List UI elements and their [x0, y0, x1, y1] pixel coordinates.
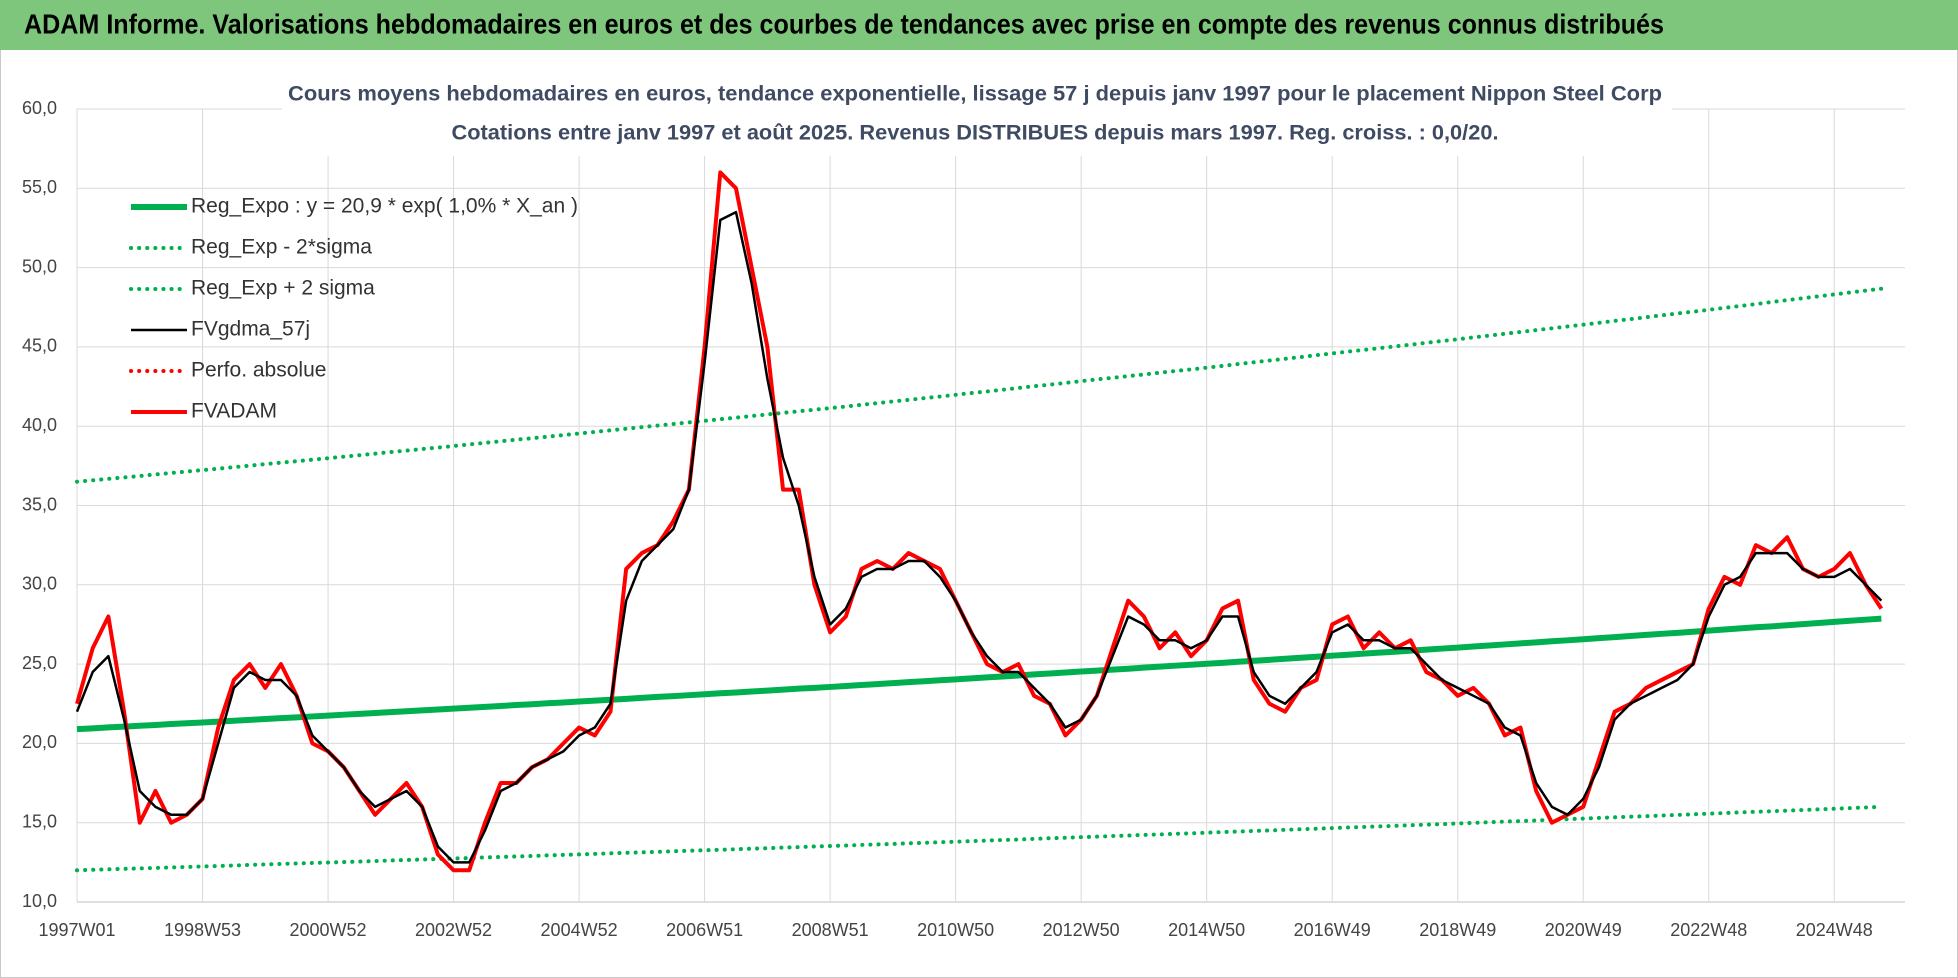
header-bar	[0, 0, 1958, 50]
x-tick-label: 1998W53	[164, 920, 241, 940]
chart-subtitle: Cotations entre janv 1997 et août 2025. …	[452, 122, 1499, 145]
x-tick-label: 2022W48	[1670, 920, 1747, 940]
y-tick-label: 15,0	[22, 811, 57, 831]
title-backdrop	[282, 76, 1672, 156]
legend-label: Reg_Exp - 2*sigma	[191, 236, 372, 259]
y-tick-label: 45,0	[22, 336, 57, 356]
x-tick-label: 2006W51	[666, 920, 743, 940]
y-tick-label: 40,0	[22, 415, 57, 435]
y-tick-label: 60,0	[22, 98, 57, 118]
y-tick-label: 20,0	[22, 732, 57, 752]
series-line	[76, 615, 1882, 733]
x-tick-label: 2024W48	[1796, 920, 1873, 940]
x-tick-label: 2010W50	[917, 920, 994, 940]
x-tick-label: 2000W52	[290, 920, 367, 940]
grid: 10,0 15,0 20,0 25,0 30,0 35,0 40,0 45,0 50,0 55,0…	[22, 98, 1905, 940]
lines	[75, 170, 1884, 873]
x-tick-label: 2008W51	[792, 920, 869, 940]
legend-label: FVADAM	[191, 400, 277, 423]
series-line	[75, 286, 1884, 484]
x-tick-label: 2014W50	[1168, 920, 1245, 940]
legend-label: Reg_Exp + 2 sigma	[191, 277, 375, 300]
x-tick-label: 2016W49	[1294, 920, 1371, 940]
x-tick-label: 1997W01	[38, 920, 115, 940]
legend: Reg_Expo : y = 20,9 * exp( 1,0% * X_an )…	[129, 195, 578, 423]
series-line	[75, 210, 1883, 864]
y-tick-label: 25,0	[22, 653, 57, 673]
y-tick-label: 30,0	[22, 574, 57, 594]
y-tick-label: 35,0	[22, 494, 57, 514]
y-tick-label: 10,0	[22, 891, 57, 911]
y-tick-label: 50,0	[22, 256, 57, 276]
series-line	[75, 170, 1884, 873]
x-tick-label: 2012W50	[1043, 920, 1120, 940]
y-tick-label: 55,0	[22, 177, 57, 197]
legend-label: Reg_Expo : y = 20,9 * exp( 1,0% * X_an )	[191, 195, 578, 218]
header-title: ADAM Informe. Valorisations hebdomadaire…	[24, 8, 1664, 39]
x-tick-label: 2004W52	[541, 920, 618, 940]
legend-label: FVgdma_57j	[191, 318, 310, 341]
x-tick-label: 2002W52	[415, 920, 492, 940]
series-line	[75, 804, 1884, 873]
x-tick-label: 2020W49	[1545, 920, 1622, 940]
legend-label: Perfo. absolue	[191, 359, 326, 382]
chart-title: Cours moyens hebdomadaires en euros, ten…	[288, 83, 1662, 106]
x-tick-label: 2018W49	[1419, 920, 1496, 940]
